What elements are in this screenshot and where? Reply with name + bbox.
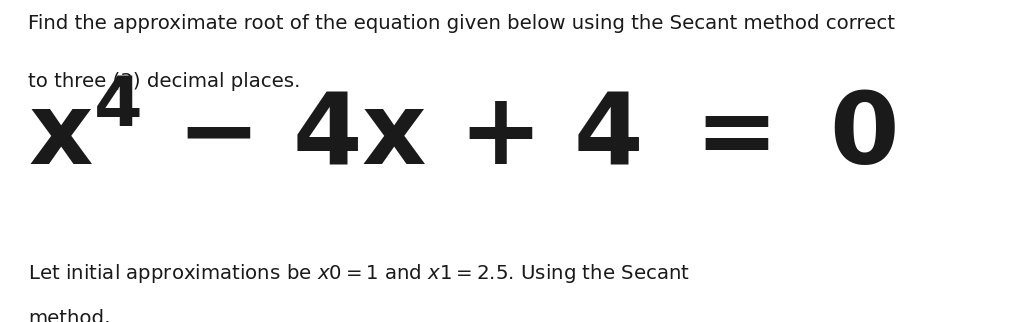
Text: method,: method, (28, 309, 110, 322)
Text: Find the approximate root of the equation given below using the Secant method co: Find the approximate root of the equatio… (28, 14, 895, 33)
Text: Let initial approximations be $x0 = 1$ and $x1 = 2.5$. Using the Secant: Let initial approximations be $x0 = 1$ a… (28, 262, 690, 285)
Text: to three (3) decimal places.: to three (3) decimal places. (28, 72, 301, 91)
Text: $\bf{x}^{\bf{4}}$ $\bf{-}$ $\bf{4x}$ $\bf{+}$ $\bf{4}$ $\bf{=}$ $\bf{0}$: $\bf{x}^{\bf{4}}$ $\bf{-}$ $\bf{4x}$ $\b… (28, 90, 897, 186)
